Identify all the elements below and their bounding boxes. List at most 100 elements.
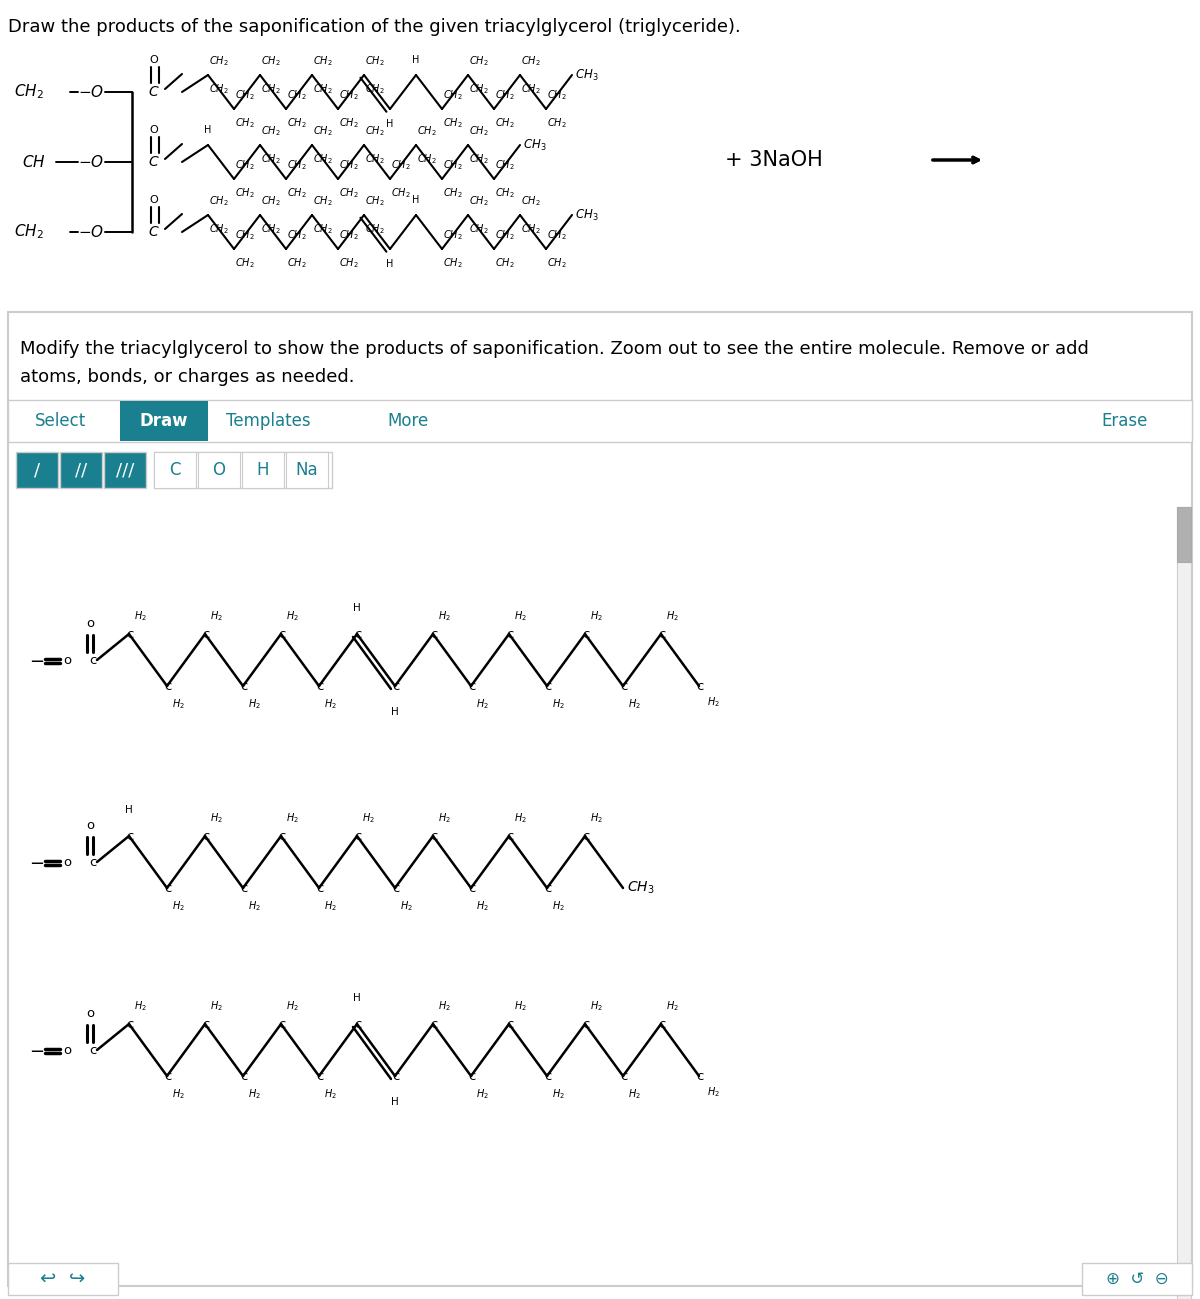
Text: $CH_2$: $CH_2$: [391, 186, 410, 200]
Text: H: H: [257, 461, 269, 479]
Text: $H_2$: $H_2$: [286, 811, 299, 825]
Text: c: c: [582, 1017, 589, 1030]
Text: c: c: [202, 1017, 209, 1030]
Text: $CH_2$: $CH_2$: [235, 229, 254, 242]
Text: $CH_2$: $CH_2$: [287, 88, 307, 101]
Text: c: c: [240, 679, 247, 692]
Text: $H_2$: $H_2$: [362, 811, 374, 825]
Text: Erase: Erase: [1102, 412, 1148, 430]
Text: $H_2$: $H_2$: [210, 609, 223, 624]
Bar: [1177, 507, 1190, 1299]
Text: c: c: [658, 1017, 665, 1030]
Text: $-$: $-$: [30, 651, 44, 669]
Text: $-$: $-$: [30, 853, 44, 872]
Text: ↩  ↪: ↩ ↪: [41, 1269, 85, 1289]
Text: $CH_2$: $CH_2$: [287, 158, 307, 171]
Text: H: H: [413, 55, 420, 65]
Text: O: O: [212, 461, 226, 479]
Text: $CH_2$: $CH_2$: [313, 152, 332, 166]
Text: H: H: [353, 603, 361, 613]
Text: o: o: [86, 617, 94, 630]
Text: $CH_3$: $CH_3$: [575, 208, 599, 222]
Text: $H_2$: $H_2$: [248, 698, 260, 711]
Text: $H_2$: $H_2$: [590, 811, 602, 825]
Text: H: H: [204, 125, 211, 135]
Text: $CH_2$: $CH_2$: [287, 256, 307, 270]
Text: $CH_2$: $CH_2$: [209, 222, 229, 236]
Text: Modify the triacylglycerol to show the products of saponification. Zoom out to s: Modify the triacylglycerol to show the p…: [20, 340, 1088, 359]
Text: O: O: [150, 195, 158, 205]
Text: c: c: [164, 679, 172, 692]
Text: $CH_2$: $CH_2$: [313, 222, 332, 236]
Text: $CH$: $CH$: [22, 155, 46, 170]
Text: $CH_2$: $CH_2$: [313, 125, 332, 138]
Text: atoms, bonds, or charges as needed.: atoms, bonds, or charges as needed.: [20, 368, 354, 386]
Bar: [286, 452, 328, 488]
Text: Na: Na: [295, 461, 318, 479]
Text: $CH_2$: $CH_2$: [469, 125, 488, 138]
Text: o: o: [64, 856, 71, 869]
Text: $CH_2$: $CH_2$: [496, 186, 515, 200]
Text: $CH_3$: $CH_3$: [628, 879, 654, 896]
Bar: [1082, 1263, 1192, 1295]
Text: c: c: [164, 882, 172, 895]
Text: $H_2$: $H_2$: [552, 698, 565, 711]
Text: $H_2$: $H_2$: [324, 698, 337, 711]
Text: $CH_2$: $CH_2$: [521, 222, 541, 236]
Text: $H_2$: $H_2$: [438, 609, 451, 624]
Text: c: c: [506, 627, 514, 640]
Text: $H_2$: $H_2$: [476, 899, 488, 913]
Text: $CH_3$: $CH_3$: [523, 138, 546, 152]
Text: $CH_2$: $CH_2$: [14, 83, 43, 101]
Text: c: c: [468, 679, 475, 692]
Text: C: C: [169, 461, 181, 479]
Text: $CH_2$: $CH_2$: [469, 82, 488, 96]
Bar: [104, 452, 146, 488]
Text: $C$: $C$: [148, 84, 160, 99]
Bar: [242, 452, 284, 488]
Text: $CH_2$: $CH_2$: [496, 116, 515, 130]
Text: $CH_2$: $CH_2$: [365, 194, 385, 208]
Text: $CH_2$: $CH_2$: [418, 125, 437, 138]
Bar: [16, 452, 58, 488]
Text: c: c: [392, 679, 400, 692]
Text: $CH_2$: $CH_2$: [443, 229, 463, 242]
Text: + 3NaOH: + 3NaOH: [725, 149, 823, 170]
Bar: [120, 401, 208, 440]
Text: $CH_2$: $CH_2$: [340, 88, 359, 101]
Text: $CH_2$: $CH_2$: [209, 82, 229, 96]
Text: c: c: [620, 1069, 628, 1082]
Text: c: c: [240, 882, 247, 895]
Text: c: c: [430, 627, 437, 640]
Text: Draw the products of the saponification of the given triacylglycerol (triglyceri: Draw the products of the saponification …: [8, 18, 740, 36]
Text: $H_2$: $H_2$: [286, 999, 299, 1013]
Text: $H_2$: $H_2$: [514, 609, 527, 624]
Text: $H_2$: $H_2$: [707, 695, 720, 709]
Text: $H_2$: $H_2$: [707, 1085, 720, 1099]
Text: o: o: [64, 653, 71, 666]
Text: $CH_2$: $CH_2$: [235, 158, 254, 171]
Text: c: c: [392, 882, 400, 895]
Bar: [8, 312, 1192, 1286]
Text: $CH_3$: $CH_3$: [575, 68, 599, 83]
Text: O: O: [150, 55, 158, 65]
Text: $CH_2$: $CH_2$: [365, 55, 385, 68]
Text: $H_2$: $H_2$: [324, 1087, 337, 1100]
Text: $CH_2$: $CH_2$: [313, 55, 332, 68]
Text: c: c: [696, 679, 703, 692]
Text: $CH_2$: $CH_2$: [262, 125, 281, 138]
Text: $CH_2$: $CH_2$: [443, 88, 463, 101]
Text: $CH_2$: $CH_2$: [496, 229, 515, 242]
Text: c: c: [506, 1017, 514, 1030]
Text: $CH_2$: $CH_2$: [235, 256, 254, 270]
Text: $C$: $C$: [148, 155, 160, 169]
Bar: [198, 452, 240, 488]
Text: $H_2$: $H_2$: [210, 811, 223, 825]
Text: H: H: [413, 195, 420, 205]
Text: c: c: [164, 1069, 172, 1082]
Text: $H_2$: $H_2$: [172, 1087, 185, 1100]
Text: c: c: [240, 1069, 247, 1082]
Text: ///: ///: [116, 461, 134, 479]
Text: c: c: [126, 627, 133, 640]
Text: $CH_2$: $CH_2$: [262, 55, 281, 68]
